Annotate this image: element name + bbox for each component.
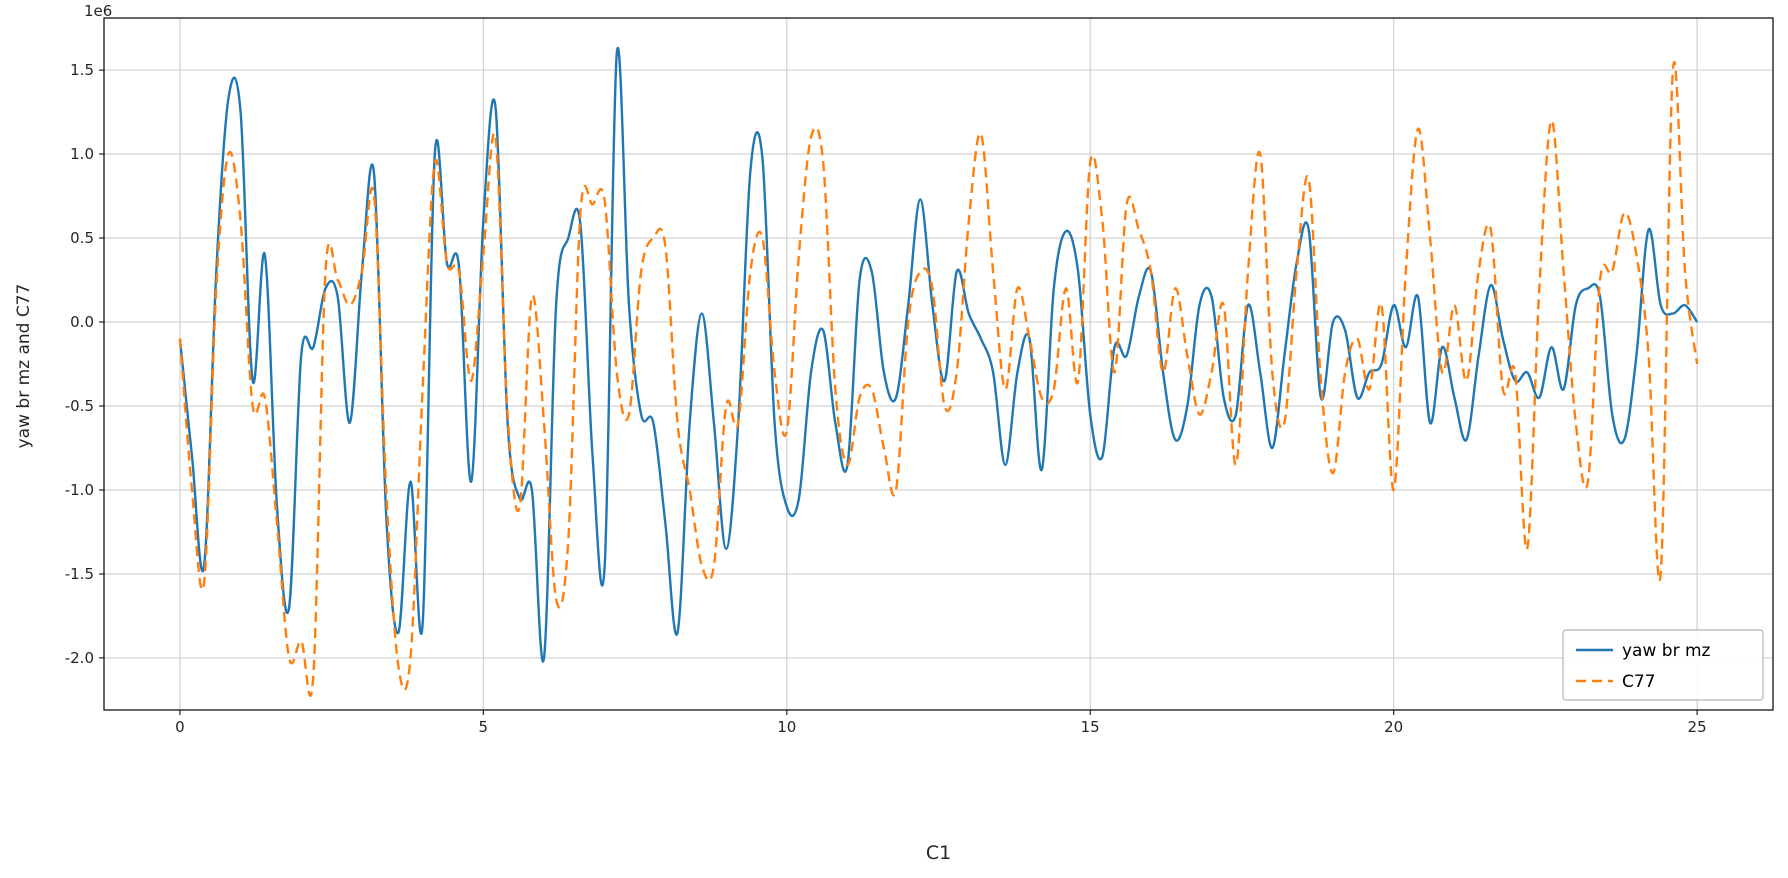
y-tick-label: 1.5	[70, 61, 94, 79]
legend-entry-label: C77	[1622, 672, 1656, 692]
legend-entry-label: yaw br mz	[1622, 641, 1711, 661]
axes-spines	[103, 17, 1774, 711]
y-axis-offset-text: 1e6	[84, 2, 113, 20]
x-tick-label: 15	[1081, 718, 1100, 736]
tick-marks	[99, 69, 1698, 715]
x-tick-label: 25	[1688, 718, 1707, 736]
x-tick-label: 10	[777, 718, 796, 736]
series-line-yaw-br-mz	[178, 47, 1699, 663]
legend: yaw br mz C77	[1562, 629, 1764, 701]
y-tick-label: -2.0	[65, 649, 94, 667]
x-tick-label: 20	[1384, 718, 1403, 736]
y-tick-label: -0.5	[65, 397, 94, 415]
y-tick-label: 0.5	[70, 229, 94, 247]
x-tick-label: 5	[479, 718, 489, 736]
x-tick-label: 0	[175, 718, 185, 736]
legend-box	[1562, 629, 1764, 701]
series-group	[178, 47, 1699, 697]
grid	[104, 18, 1773, 710]
y-axis-label: yaw br mz and C77	[14, 283, 34, 449]
y-tick-label: 1.0	[70, 145, 94, 163]
series-line-c77	[178, 60, 1699, 697]
y-tick-label: -1.0	[65, 481, 94, 499]
tick-labels: 0 5 10 15 20 25 -2.0 -1.5 -1.0 -0.5 0.0 0.5 1.0 1.5	[65, 61, 1707, 736]
x-axis-label: C1	[925, 842, 952, 864]
y-tick-label: -1.5	[65, 565, 94, 583]
y-tick-label: 0.0	[70, 313, 94, 331]
